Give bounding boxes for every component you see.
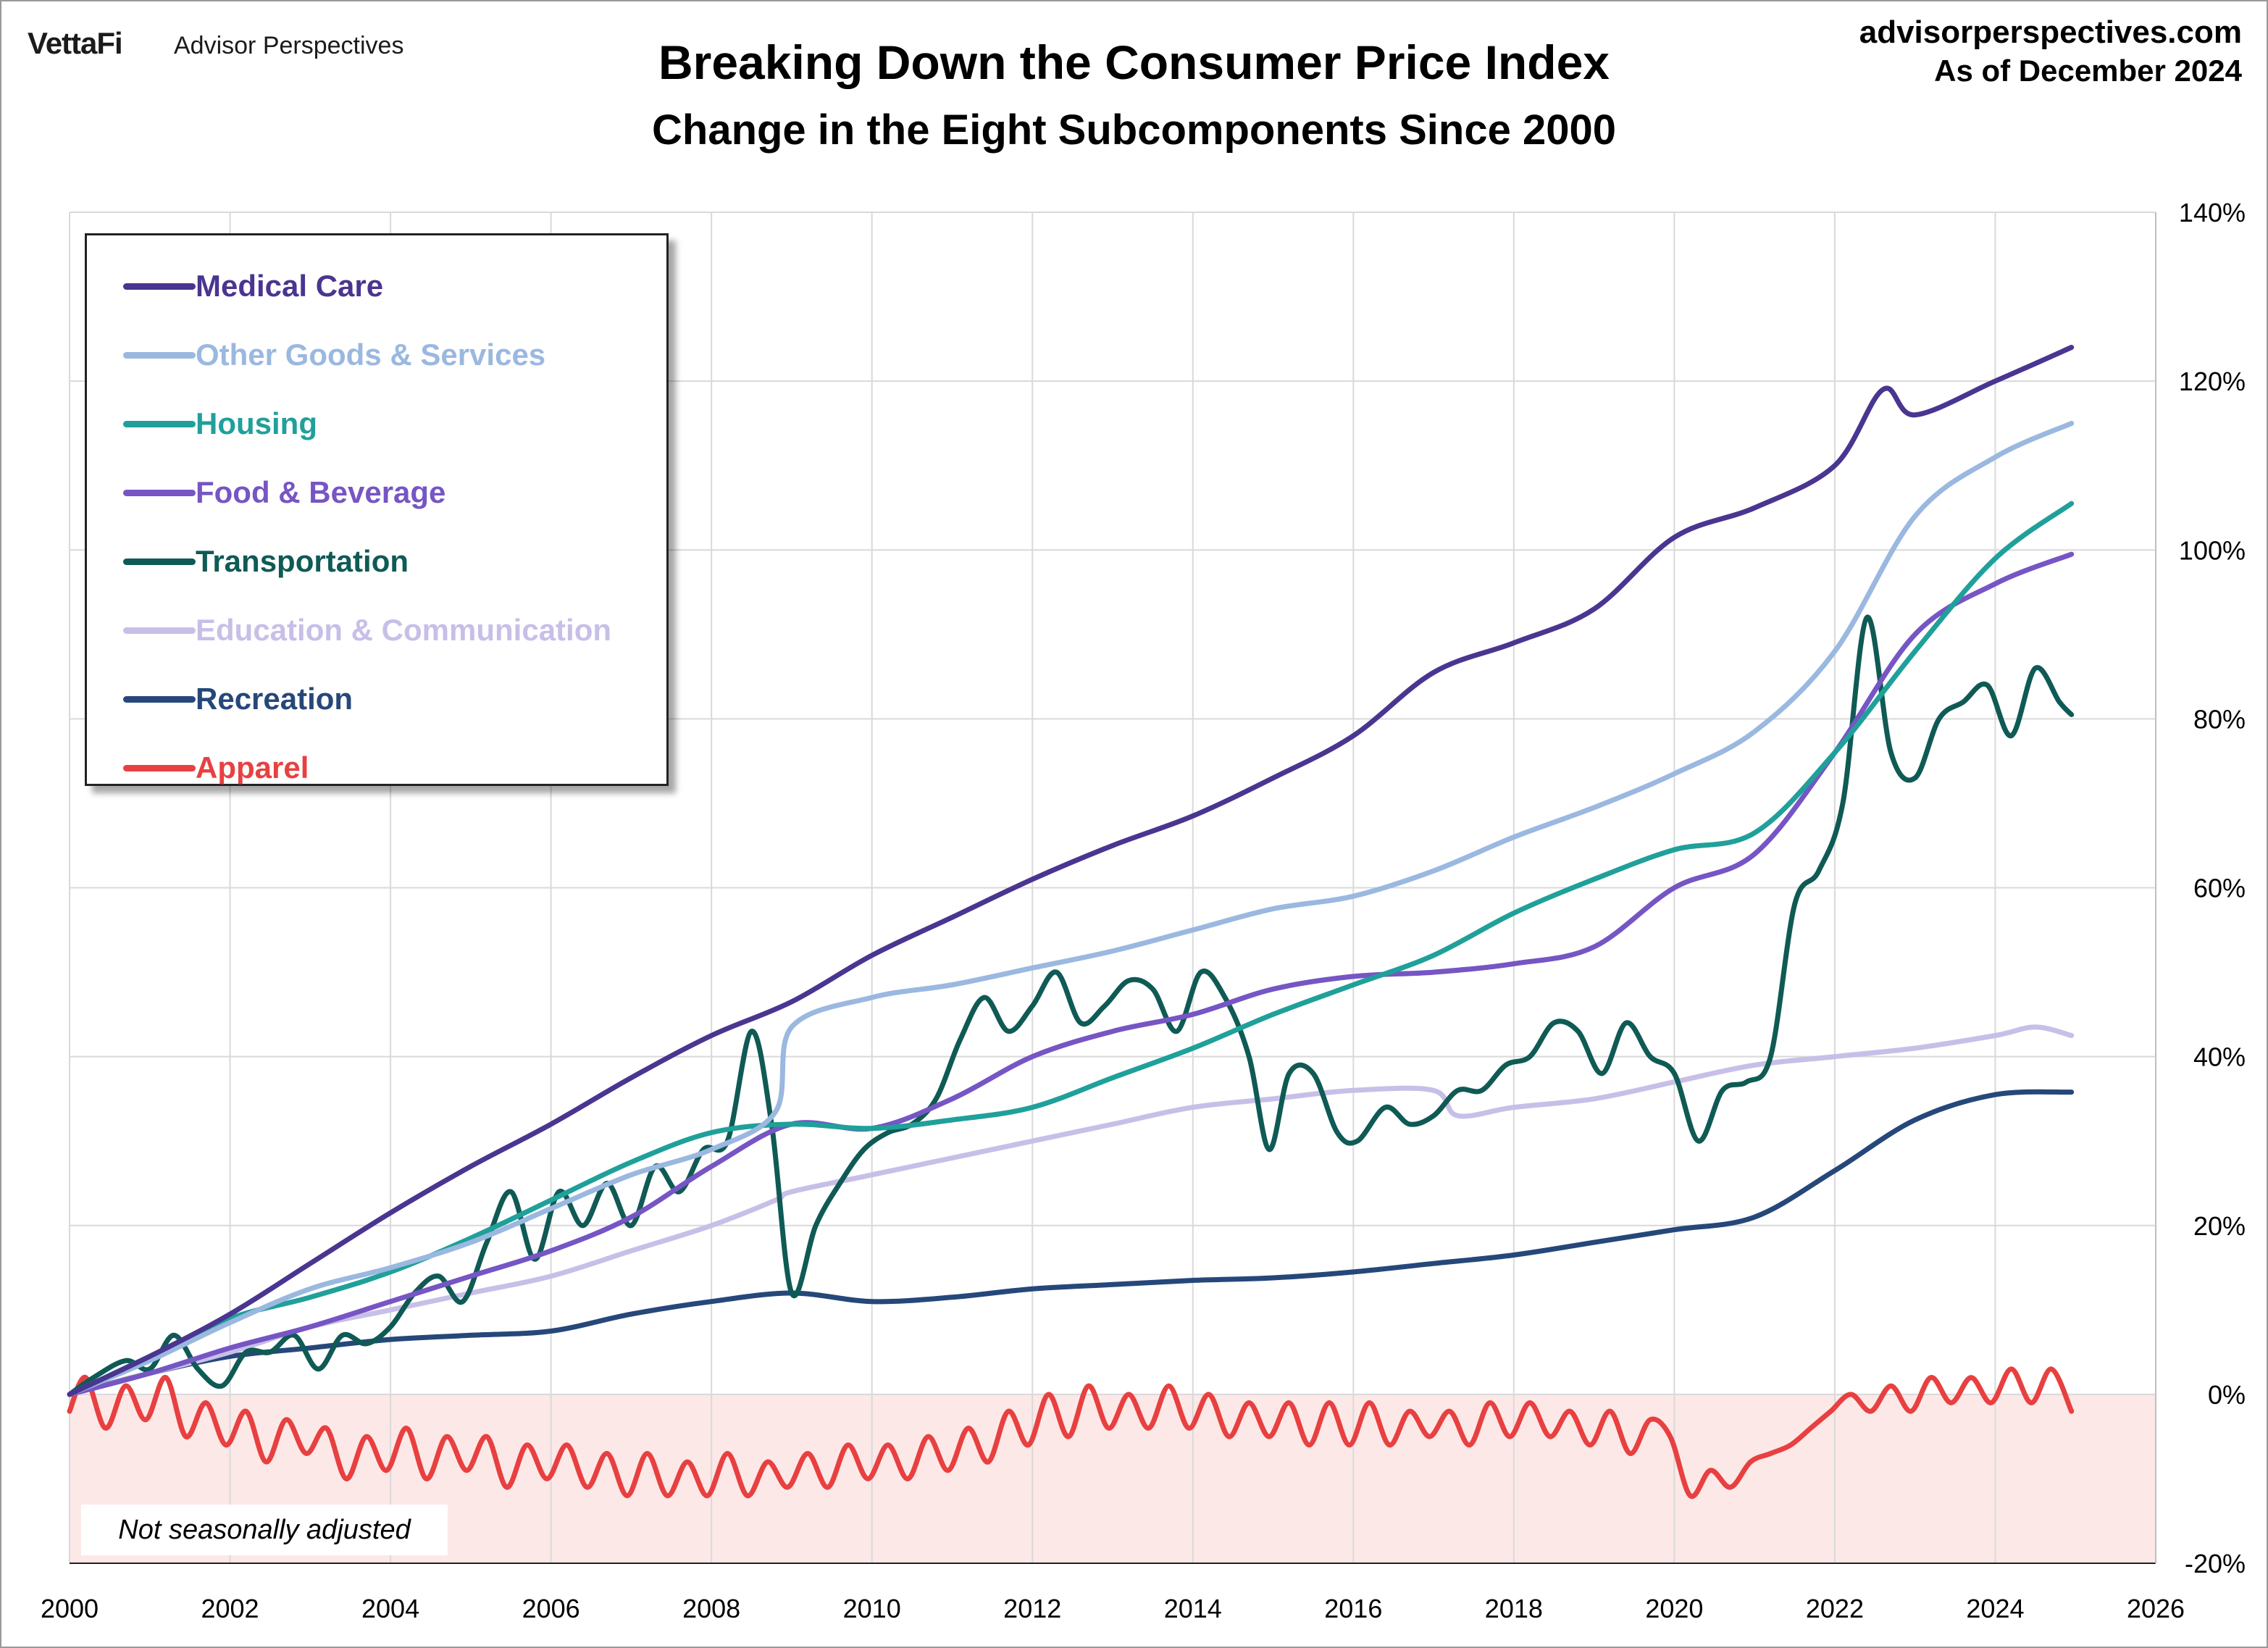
legend-label: Education & Communication [196, 613, 612, 647]
y-tick-label: 140% [2179, 198, 2246, 227]
x-tick-label: 2012 [1003, 1594, 1061, 1623]
legend-item-apparel: Apparel [123, 746, 309, 790]
x-tick-label: 2014 [1164, 1594, 1222, 1623]
y-tick-label: 40% [2193, 1042, 2246, 1072]
x-tick-label: 2004 [361, 1594, 419, 1623]
as-of-date: As of December 2024 [1934, 54, 2242, 88]
legend-item-medical-care: Medical Care [123, 264, 383, 308]
series-line-medical-care [67, 345, 2075, 1397]
legend-swatch [123, 351, 196, 359]
legend-swatch [123, 764, 196, 771]
legend-item-food-beverage: Food & Beverage [123, 471, 445, 514]
series-line-recreation [67, 1089, 2075, 1397]
legend-swatch [123, 695, 196, 703]
y-tick-label: 80% [2193, 704, 2246, 734]
series-line-transportation [67, 614, 2075, 1397]
legend: Medical Care Other Goods & Services Housin… [85, 233, 669, 786]
y-tick-label: -20% [2185, 1549, 2246, 1578]
x-tick-label: 2020 [1645, 1594, 1703, 1623]
legend-item-education-communication: Education & Communication [123, 608, 611, 652]
site-url: advisorperspectives.com [1859, 14, 2242, 50]
legend-label: Housing [196, 406, 317, 440]
legend-label: Food & Beverage [196, 475, 446, 509]
series-line-housing [67, 501, 2075, 1397]
legend-label: Other Goods & Services [196, 338, 546, 372]
legend-label: Transportation [196, 544, 409, 578]
x-tick-label: 2026 [2127, 1594, 2185, 1623]
y-tick-label: 60% [2193, 874, 2246, 903]
legend-swatch [123, 283, 196, 290]
x-tick-label: 2016 [1324, 1594, 1382, 1623]
x-tick-label: 2008 [682, 1594, 740, 1623]
brand-logo: VettaFi [28, 26, 123, 60]
legend-item-recreation: Recreation [123, 677, 353, 721]
legend-item-transportation: Transportation [123, 540, 409, 583]
legend-item-housing: Housing [123, 402, 317, 446]
x-tick-label: 2006 [522, 1594, 580, 1623]
x-tick-label: 2022 [1806, 1594, 1864, 1623]
legend-label: Apparel [196, 750, 309, 785]
y-tick-label: 100% [2179, 535, 2246, 565]
y-tick-label: 120% [2179, 367, 2246, 396]
x-tick-label: 2000 [41, 1594, 99, 1623]
y-tick-label: 20% [2193, 1211, 2246, 1241]
legend-swatch [123, 489, 196, 496]
legend-swatch [123, 627, 196, 634]
x-tick-label: 2024 [1966, 1594, 2024, 1623]
legend-swatch [123, 420, 196, 427]
x-tick-label: 2010 [843, 1594, 901, 1623]
legend-item-other-goods-services: Other Goods & Services [123, 333, 545, 377]
series-line-food-beverage [67, 551, 2075, 1397]
legend-swatch [123, 558, 196, 565]
x-tick-label: 2002 [201, 1594, 259, 1623]
chart-subtitle: Change in the Eight Subcomponents Since … [652, 106, 1616, 154]
chart-title: Breaking Down the Consumer Price Index [658, 35, 1610, 89]
seasonal-note: Not seasonally adjusted [81, 1505, 448, 1555]
series-line-apparel [67, 1366, 2075, 1499]
brand-subtitle: Advisor Perspectives [174, 32, 404, 59]
series-line-other-goods-services [67, 420, 2075, 1397]
legend-label: Medical Care [196, 269, 384, 303]
y-tick-label: 0% [2208, 1380, 2246, 1410]
legend-label: Recreation [196, 682, 353, 716]
series-line-education-communication [67, 1024, 2075, 1397]
x-tick-label: 2018 [1485, 1594, 1543, 1623]
